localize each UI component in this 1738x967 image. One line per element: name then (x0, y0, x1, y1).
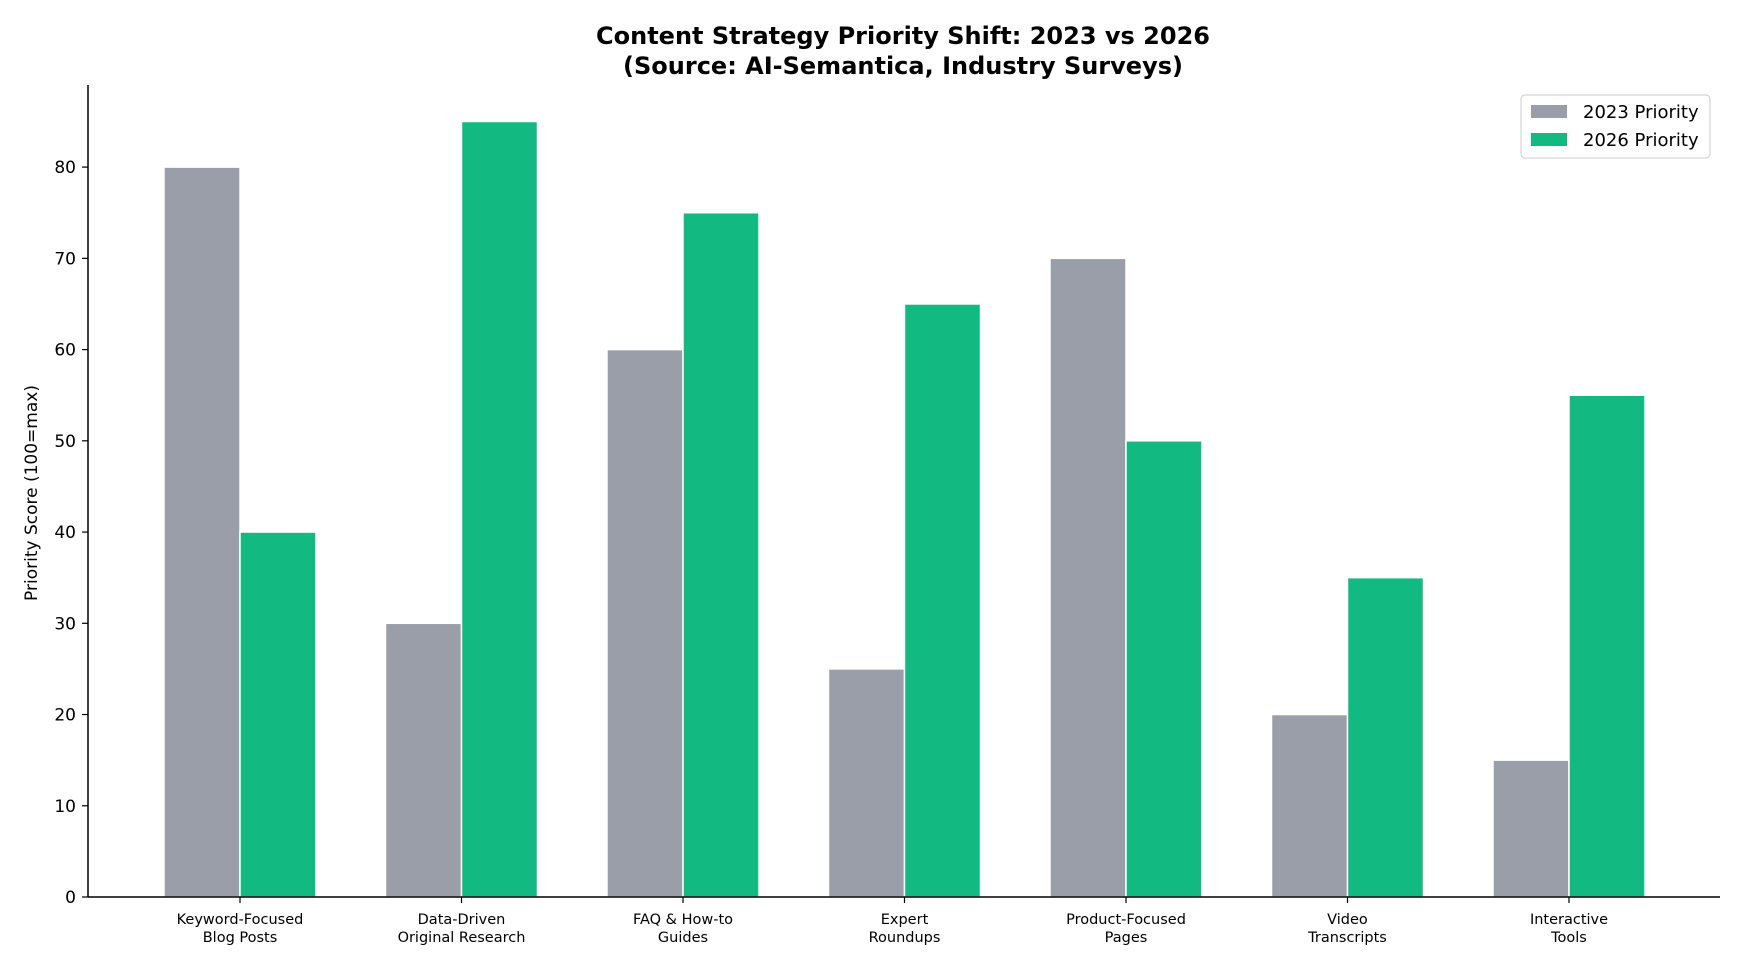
bar-2026-4 (1125, 440, 1203, 898)
y-tick-label: 70 (54, 249, 76, 269)
y-tick-label: 20 (54, 706, 76, 726)
x-tick-label: Blog Posts (203, 930, 278, 946)
bar-2026-2 (682, 211, 760, 898)
bar-2023-6 (1492, 759, 1570, 898)
y-tick-label: 60 (54, 341, 76, 361)
axes-group: 0 10 20 30 40 50 60 70 80 Keyword-Focused Blog Pos… (54, 85, 1720, 946)
x-tick-label: FAQ & How-to (633, 912, 733, 928)
bar-2023-1 (384, 622, 463, 898)
bar-2023-4 (1049, 257, 1127, 898)
legend-swatch-2023 (1531, 105, 1567, 118)
y-tick-label: 50 (54, 432, 76, 452)
bar-2023-5 (1270, 713, 1349, 898)
legend: 2023 Priority 2026 Priority (1520, 94, 1711, 159)
bar-2026-5 (1346, 576, 1425, 898)
x-tick-label: Product-Focused (1066, 912, 1186, 928)
y-tick-label: 10 (54, 797, 76, 817)
bar-2026-3 (903, 303, 982, 898)
x-tick-label: Tools (1550, 930, 1587, 946)
bar-2026-6 (1568, 394, 1646, 898)
bar-2023-3 (827, 668, 906, 898)
y-tick-label: 80 (54, 158, 76, 178)
x-tick-label: Transcripts (1307, 930, 1387, 946)
chart-title: Content Strategy Priority Shift: 2023 vs… (596, 22, 1210, 50)
bar-2023-2 (606, 348, 684, 898)
legend-swatch-2026 (1531, 133, 1567, 146)
legend-box (1520, 94, 1711, 159)
y-tick-label: 0 (65, 888, 76, 908)
bars-group (163, 120, 1646, 898)
x-tick-label: Expert (881, 912, 929, 928)
x-tick-label: Guides (658, 930, 708, 946)
x-tick-label: Original Research (398, 930, 526, 946)
legend-label-2023: 2023 Priority (1583, 102, 1699, 123)
x-tick-label: Keyword-Focused (177, 912, 304, 928)
bar-2026-1 (460, 120, 539, 898)
y-axis-label: Priority Score (100=max) (22, 385, 42, 601)
x-tick-label: Interactive (1530, 912, 1608, 928)
y-tick-label: 30 (54, 614, 76, 634)
x-tick-label: Data-Driven (418, 912, 506, 928)
x-tick-label: Pages (1105, 930, 1148, 946)
bar-2023-0 (163, 166, 241, 898)
chart-subtitle: (Source: AI-Semantica, Industry Surveys) (623, 52, 1183, 80)
y-tick-label: 40 (54, 523, 76, 543)
legend-label-2026: 2026 Priority (1583, 130, 1699, 151)
bar-2026-0 (239, 531, 317, 898)
x-tick-label: Roundups (869, 930, 941, 946)
x-tick-label: Video (1327, 912, 1368, 928)
